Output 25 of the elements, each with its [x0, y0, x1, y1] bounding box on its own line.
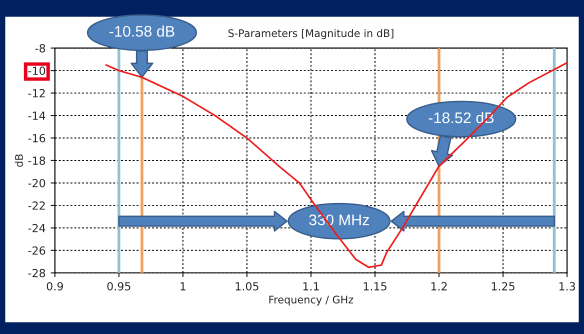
y-tick-label: -12 — [28, 89, 45, 98]
x-tick-label: 1.25 — [492, 282, 514, 291]
x-tick-label: 0.95 — [107, 282, 130, 291]
x-tick-label: 1.3 — [559, 282, 576, 291]
x-axis-title: Frequency / GHz — [269, 296, 354, 306]
x-tick-label: 1.1 — [303, 282, 319, 290]
y-tick-label: -22 — [28, 201, 45, 210]
y-tick-label: -24 — [28, 224, 46, 232]
y-tick-label: -10 — [28, 66, 46, 75]
y-tick-label: -8 — [35, 44, 46, 52]
chart-title: S-Parameters [Magnitude in dB] — [228, 29, 394, 40]
x-tick-label: 1.05 — [236, 282, 258, 291]
y-tick-label: -16 — [28, 134, 46, 142]
x-tick-label: 1 — [180, 282, 186, 290]
y-tick-label: -28 — [28, 268, 46, 278]
annotation: -10.58 dB — [110, 26, 174, 37]
y-tick-label: -18 — [28, 156, 46, 165]
x-tick-label: 1.15 — [364, 282, 386, 291]
y-tick-label: -26 — [28, 246, 46, 255]
y-tick-label: -20 — [28, 178, 46, 188]
x-tick-label: 0.9 — [46, 282, 63, 291]
y-tick-label: -14 — [28, 112, 46, 120]
y-axis-title: dB — [14, 154, 23, 167]
x-tick-label: 1.2 — [431, 282, 447, 290]
line-series — [105, 62, 568, 268]
